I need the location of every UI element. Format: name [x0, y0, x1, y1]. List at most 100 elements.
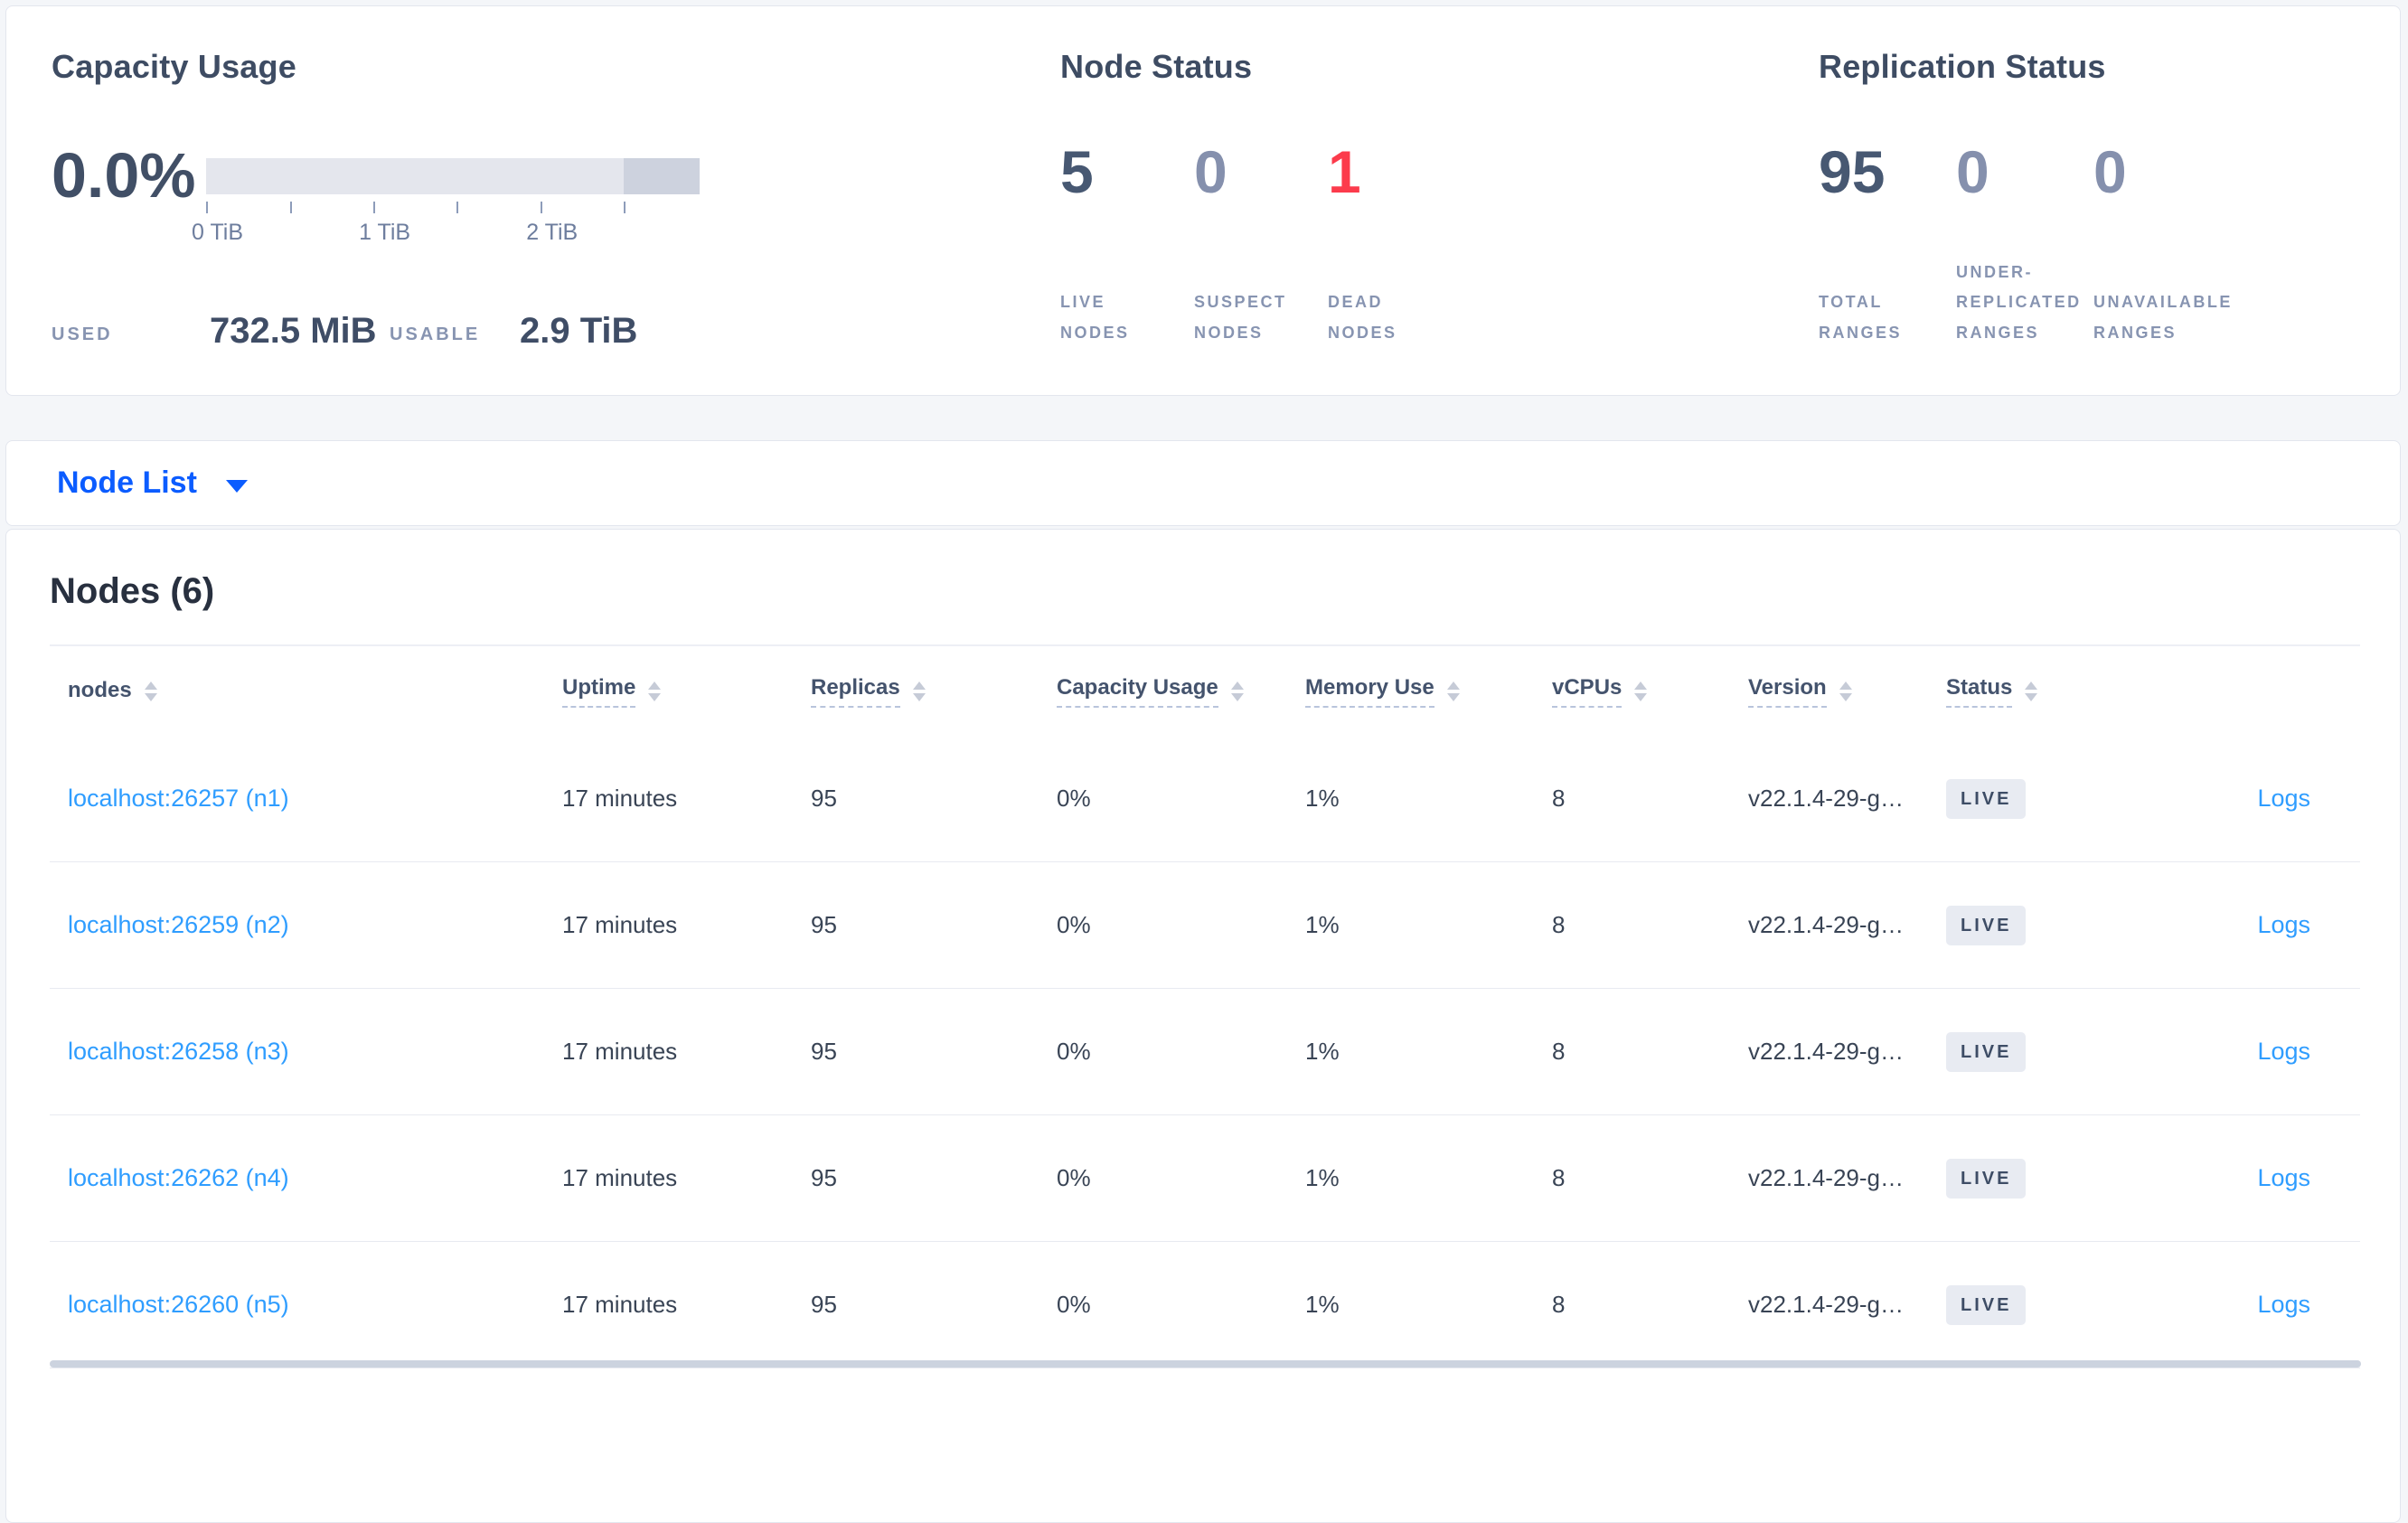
version-cell: v22.1.4-29-g… — [1748, 1164, 1904, 1191]
memory-use-cell: 1% — [1305, 1038, 1340, 1065]
gauge-tick-label: 1 TiB — [359, 220, 411, 245]
node-status-section: Node Status 5 LIVE NODES 0 SUSPECT NODES… — [1060, 6, 1765, 395]
logs-link[interactable]: Logs — [2257, 911, 2310, 938]
memory-use-cell: 1% — [1305, 1291, 1340, 1318]
stat-value: 0 — [1956, 138, 1989, 205]
column-header[interactable]: vCPUs — [1552, 675, 1748, 708]
gauge-tick — [541, 202, 543, 213]
stat-value: 0 — [2093, 138, 2127, 205]
table-row: localhost:26262 (n4) 17 minutes 95 0% 1%… — [50, 1115, 2360, 1242]
summary-stat: 0 UNAVAILABLE RANGES — [2093, 138, 2230, 348]
replicas-cell: 95 — [811, 1164, 837, 1191]
sort-arrows-icon — [912, 681, 926, 701]
gauge-tick — [289, 202, 292, 213]
column-header-label: Status — [1946, 675, 2013, 708]
node-address-link[interactable]: localhost:26262 (n4) — [68, 1164, 289, 1191]
replication-status-stats: 95 TOTAL RANGES 0 UNDER-REPLICATED RANGE… — [1819, 142, 2231, 348]
summary-stat: 95 TOTAL RANGES — [1819, 142, 1951, 348]
stat-value: 95 — [1819, 138, 1886, 205]
vcpus-cell: 8 — [1552, 785, 1566, 812]
logs-link[interactable]: Logs — [2257, 1291, 2310, 1318]
column-header[interactable]: Replicas — [811, 675, 1057, 708]
usable-value: 2.9 TiB — [520, 311, 638, 351]
column-header[interactable]: Status — [1946, 675, 2154, 708]
vcpus-cell: 8 — [1552, 1038, 1566, 1065]
column-header[interactable]: Uptime — [562, 675, 811, 708]
sort-arrows-icon — [1839, 681, 1852, 701]
column-header[interactable]: Capacity Usage — [1057, 675, 1305, 708]
stat-value: 0 — [1194, 138, 1228, 205]
status-badge: LIVE — [1946, 1158, 2027, 1199]
summary-stat: 5 LIVE NODES — [1060, 142, 1169, 348]
stat-label: LIVE NODES — [1060, 293, 1130, 342]
logs-link[interactable]: Logs — [2257, 1038, 2310, 1065]
vcpus-cell: 8 — [1552, 911, 1566, 938]
node-status-stats: 5 LIVE NODES 0 SUSPECT NODES 1 DEAD NODE… — [1060, 142, 1462, 348]
nodes-table-card: Nodes (6) nodes Uptime Replicas Capacity… — [5, 529, 2401, 1523]
capacity-usage-cell: 0% — [1057, 1038, 1091, 1065]
used-label: USED — [52, 324, 113, 344]
node-status-title: Node Status — [1060, 48, 1253, 85]
uptime-cell: 17 minutes — [562, 1164, 678, 1191]
node-address-link[interactable]: localhost:26260 (n5) — [68, 1291, 289, 1318]
capacity-usage-title: Capacity Usage — [52, 48, 296, 85]
version-cell: v22.1.4-29-g… — [1748, 785, 1904, 812]
sort-arrows-icon — [648, 681, 662, 701]
logs-link[interactable]: Logs — [2257, 785, 2310, 812]
capacity-percent-value: 0.0% — [52, 140, 196, 211]
table-row: localhost:26258 (n3) 17 minutes 95 0% 1%… — [50, 989, 2360, 1115]
horizontal-scrollbar[interactable] — [50, 1360, 2361, 1368]
capacity-gauge-bar — [206, 158, 700, 194]
stat-label: TOTAL RANGES — [1819, 293, 1903, 342]
replicas-cell: 95 — [811, 785, 837, 812]
capacity-usage-section: Capacity Usage 0.0% 0 TiB 1 TiB 2 TiB USED… — [52, 6, 1001, 395]
summary-stat: 0 SUSPECT NODES — [1194, 142, 1303, 348]
column-header[interactable]: Memory Use — [1305, 675, 1552, 708]
column-header[interactable]: nodes — [68, 678, 562, 705]
gauge-tick-label: 2 TiB — [526, 220, 578, 245]
sort-arrows-icon — [2025, 681, 2038, 701]
gauge-tick — [373, 202, 376, 213]
node-address-link[interactable]: localhost:26258 (n3) — [68, 1038, 289, 1065]
capacity-gauge-tick-labels: 0 TiB 1 TiB 2 TiB — [192, 220, 700, 247]
stat-label: UNDER-REPLICATED RANGES — [1956, 263, 2082, 342]
memory-use-cell: 1% — [1305, 911, 1340, 938]
column-header[interactable]: Version — [1748, 675, 1946, 708]
column-header-label: Memory Use — [1305, 675, 1434, 708]
used-value: 732.5 MiB — [210, 311, 377, 351]
gauge-tick — [456, 202, 459, 213]
vcpus-cell: 8 — [1552, 1291, 1566, 1318]
node-list-dropdown-label: Node List — [57, 465, 197, 500]
logs-link[interactable]: Logs — [2257, 1164, 2310, 1191]
replication-status-title: Replication Status — [1819, 48, 2106, 85]
status-badge: LIVE — [1946, 778, 2027, 819]
replication-status-section: Replication Status 95 TOTAL RANGES 0 UND… — [1819, 6, 2361, 395]
capacity-gauge-reserved-segment — [624, 158, 700, 194]
version-cell: v22.1.4-29-g… — [1748, 1038, 1904, 1065]
capacity-gauge-ticks — [206, 202, 700, 214]
gauge-tick — [624, 202, 626, 213]
column-header-label: Uptime — [562, 675, 636, 708]
nodes-table-header-row: nodes Uptime Replicas Capacity Usage Mem… — [50, 644, 2360, 736]
capacity-usage-breakdown: USED 732.5 MiB USABLE 2.9 TiB — [52, 310, 702, 352]
node-address-link[interactable]: localhost:26259 (n2) — [68, 911, 289, 938]
nodes-table: nodes Uptime Replicas Capacity Usage Mem… — [50, 644, 2360, 1368]
sort-arrows-icon — [1634, 681, 1648, 701]
view-selector-card: Node List — [5, 440, 2401, 526]
cluster-summary-card: Capacity Usage 0.0% 0 TiB 1 TiB 2 TiB USED… — [5, 5, 2401, 396]
column-header-label: Replicas — [811, 675, 900, 708]
node-list-dropdown[interactable]: Node List — [6, 441, 2400, 525]
gauge-tick-label: 0 TiB — [192, 220, 244, 245]
stat-value: 1 — [1328, 138, 1361, 205]
replicas-cell: 95 — [811, 1291, 837, 1318]
stat-label: DEAD NODES — [1328, 293, 1397, 342]
node-address-link[interactable]: localhost:26257 (n1) — [68, 785, 289, 812]
uptime-cell: 17 minutes — [562, 1291, 678, 1318]
capacity-gauge: 0 TiB 1 TiB 2 TiB — [192, 158, 700, 247]
sort-arrows-icon — [1230, 681, 1244, 701]
status-badge: LIVE — [1946, 905, 2027, 945]
table-row: localhost:26257 (n1) 17 minutes 95 0% 1%… — [50, 736, 2360, 862]
sort-arrows-icon — [1446, 681, 1460, 701]
sort-arrows-icon — [144, 681, 157, 701]
column-header-label: Version — [1748, 675, 1827, 708]
